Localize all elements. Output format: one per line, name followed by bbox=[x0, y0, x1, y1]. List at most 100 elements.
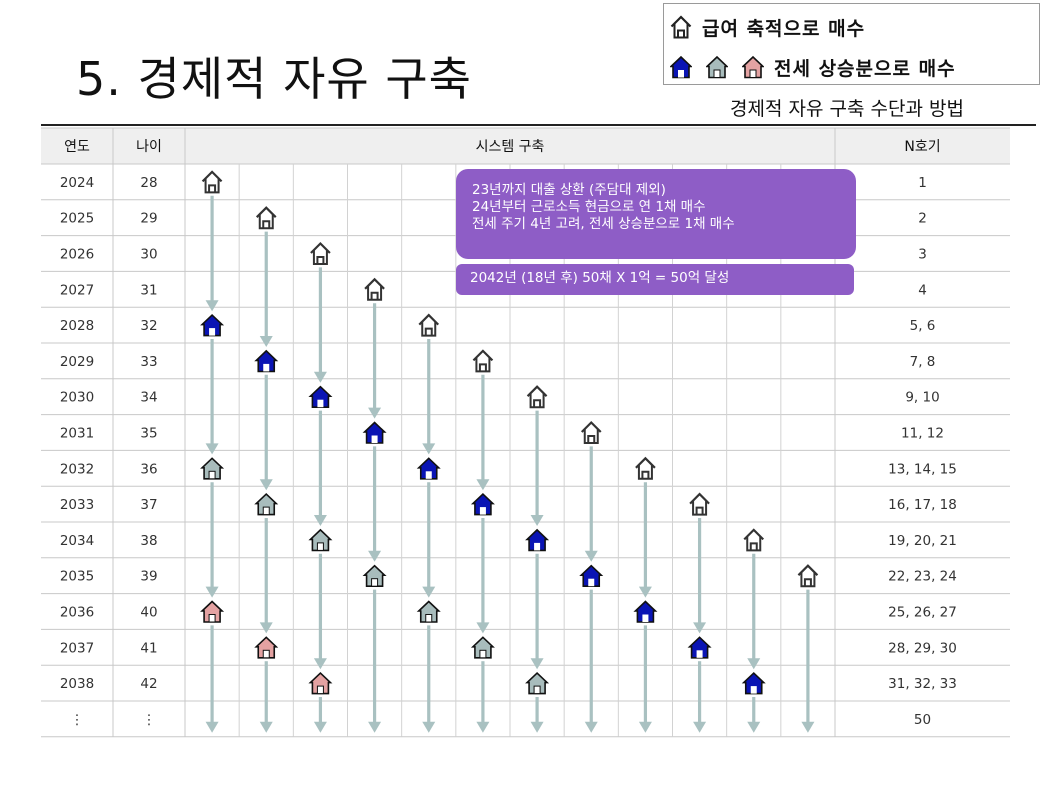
cell-age: 42 bbox=[140, 676, 157, 692]
cell-year: 2026 bbox=[60, 247, 94, 263]
cell-n: 13, 14, 15 bbox=[888, 461, 957, 477]
goal-text: 2042년 (18년 후) 50채 X 1억 = 50억 달성 bbox=[470, 270, 730, 286]
house-gray-icon bbox=[308, 527, 333, 552]
header-age: 나이 bbox=[136, 139, 162, 155]
progression-arrow-head bbox=[422, 443, 436, 455]
progression-arrow-head bbox=[584, 550, 598, 562]
cell-n: 31, 32, 33 bbox=[888, 676, 957, 692]
progression-arrow-head bbox=[259, 479, 273, 491]
progression-arrow-head bbox=[259, 336, 273, 347]
progression-arrow-head bbox=[259, 622, 273, 634]
cell-age: 38 bbox=[140, 533, 157, 549]
house-blue-icon bbox=[308, 384, 333, 409]
house-gray-icon bbox=[706, 55, 728, 79]
progression-arrow-head bbox=[747, 658, 761, 670]
legend-row-jeonse: 전세 상승분으로 매수 bbox=[670, 50, 956, 84]
cell-age: 31 bbox=[140, 282, 157, 298]
cell-n: 16, 17, 18 bbox=[888, 497, 957, 513]
legend-row-salary: 급여 축적으로 매수 bbox=[670, 10, 865, 44]
cell-n: 22, 23, 24 bbox=[888, 569, 957, 585]
house-gray-icon bbox=[525, 671, 550, 696]
house-gray-icon bbox=[362, 563, 387, 588]
legend-jeonse-label: 전세 상승분으로 매수 bbox=[774, 57, 956, 80]
cell-n: 9, 10 bbox=[905, 390, 939, 406]
cell-n: 25, 26, 27 bbox=[888, 605, 957, 621]
cell-year: 2037 bbox=[60, 640, 94, 656]
header-system: 시스템 구축 bbox=[476, 139, 545, 155]
house-blue-icon bbox=[741, 671, 766, 696]
house-blue-icon bbox=[670, 55, 692, 79]
cell-year: 2031 bbox=[60, 426, 94, 442]
house-pink-icon bbox=[742, 55, 764, 79]
progression-arrow-head bbox=[530, 658, 544, 670]
house-pink-icon bbox=[308, 671, 333, 696]
progression-arrow-head bbox=[313, 721, 327, 733]
progression-arrow-head bbox=[801, 721, 815, 733]
table-header-bg bbox=[41, 128, 1010, 164]
cell-n: 3 bbox=[918, 247, 927, 263]
progression-arrow-head bbox=[368, 550, 382, 562]
house-blue-icon bbox=[687, 635, 712, 660]
progression-arrow-head bbox=[584, 721, 598, 733]
house-blue-icon bbox=[416, 456, 441, 481]
legend-box: 급여 축적으로 매수 전세 상승분으로 매수 bbox=[663, 3, 1040, 85]
cell-year: 2034 bbox=[60, 533, 94, 549]
house-outline-icon bbox=[417, 313, 440, 338]
cell-year: 2030 bbox=[60, 390, 94, 406]
cell-age: ⋮ bbox=[142, 712, 156, 728]
house-blue-icon bbox=[633, 599, 658, 624]
cell-age: 35 bbox=[140, 426, 157, 442]
cell-age: 29 bbox=[140, 211, 157, 227]
progression-arrow-head bbox=[638, 721, 652, 733]
progression-arrow-head bbox=[638, 586, 652, 598]
house-blue-icon bbox=[362, 420, 387, 445]
progression-arrow-head bbox=[205, 586, 219, 598]
cell-year: 2036 bbox=[60, 605, 94, 621]
house-gray-icon bbox=[416, 599, 441, 624]
progression-arrow-head bbox=[205, 721, 219, 733]
legend-salary-label: 급여 축적으로 매수 bbox=[702, 17, 866, 40]
cell-year: 2038 bbox=[60, 676, 94, 692]
cell-n: 50 bbox=[914, 712, 931, 728]
cell-age: 36 bbox=[140, 461, 157, 477]
cell-n: 19, 20, 21 bbox=[888, 533, 957, 549]
house-outline-icon bbox=[742, 527, 765, 552]
progression-arrow-head bbox=[205, 443, 219, 455]
cell-n: 4 bbox=[918, 282, 927, 298]
cell-age: 37 bbox=[140, 497, 157, 513]
cell-year: 2024 bbox=[60, 175, 94, 191]
house-outline-icon bbox=[796, 563, 819, 588]
progression-arrow-head bbox=[313, 371, 327, 383]
cell-year: ⋮ bbox=[70, 712, 84, 728]
house-outline-icon bbox=[201, 169, 224, 194]
cell-n: 1 bbox=[918, 175, 927, 191]
house-outline-icon bbox=[634, 456, 657, 481]
cell-age: 32 bbox=[140, 318, 157, 334]
progression-arrow-head bbox=[205, 300, 219, 312]
cell-n: 2 bbox=[918, 211, 927, 227]
house-outline-icon bbox=[309, 241, 332, 266]
cell-age: 30 bbox=[140, 247, 157, 263]
house-blue-icon bbox=[470, 492, 495, 517]
cell-n: 5, 6 bbox=[910, 318, 936, 334]
house-outline-icon bbox=[363, 277, 386, 302]
house-outline-icon bbox=[688, 492, 711, 517]
progression-arrow-head bbox=[476, 721, 490, 733]
cell-year: 2028 bbox=[60, 318, 94, 334]
cell-age: 28 bbox=[140, 175, 157, 191]
cell-year: 2027 bbox=[60, 282, 94, 298]
cell-year: 2035 bbox=[60, 569, 94, 585]
cell-year: 2033 bbox=[60, 497, 94, 513]
progression-arrow-head bbox=[693, 622, 707, 634]
house-pink-icon bbox=[200, 599, 225, 624]
page-title: 5. 경제적 자유 구축 bbox=[76, 52, 472, 106]
header-n: N호기 bbox=[904, 139, 940, 155]
cell-n: 28, 29, 30 bbox=[888, 640, 957, 656]
cell-n: 11, 12 bbox=[901, 426, 944, 442]
progression-arrow-head bbox=[476, 479, 490, 491]
progression-arrow-head bbox=[313, 658, 327, 670]
callout-line-2: 24년부터 근로소득 현금으로 연 1채 매수 bbox=[472, 199, 706, 215]
page-subtitle: 경제적 자유 구축 수단과 방법 bbox=[730, 98, 964, 120]
progression-arrow-head bbox=[476, 622, 490, 634]
